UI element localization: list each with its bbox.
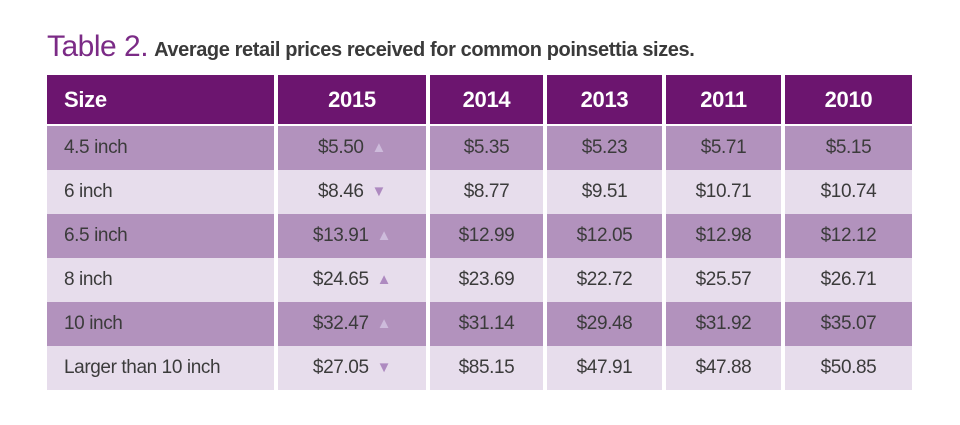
price-value: $27.05: [312, 357, 369, 378]
price-cell: $9.51: [547, 170, 662, 214]
table-row: 10 inch $32.47 ▲ $31.14 $29.48 $31.92 $3…: [47, 302, 912, 346]
price-cell: $5.23: [547, 126, 662, 170]
price-cell: $29.48: [547, 302, 662, 346]
price-cell: $12.05: [547, 214, 662, 258]
column-header-2010: 2010: [785, 75, 912, 124]
price-cell: $26.71: [785, 258, 912, 302]
price-cell: $10.74: [785, 170, 912, 214]
price-cell: $5.15: [785, 126, 912, 170]
table-row: 4.5 inch $5.50 ▲ $5.35 $5.23 $5.71 $5.15: [47, 126, 912, 170]
table-row: 8 inch $24.65 ▲ $23.69 $22.72 $25.57 $26…: [47, 258, 912, 302]
price-cell: $85.15: [430, 346, 543, 390]
table-row: 6.5 inch $13.91 ▲ $12.99 $12.05 $12.98 $…: [47, 214, 912, 258]
price-2015-cell: $27.05 ▼: [278, 346, 426, 390]
price-2015-cell: $8.46 ▼: [278, 170, 426, 214]
trend-up-icon: ▲: [371, 138, 387, 156]
table-title: Table 2. Average retail prices received f…: [47, 30, 960, 64]
price-cell: $31.92: [666, 302, 781, 346]
trend-down-icon: ▼: [371, 182, 387, 200]
trend-up-icon: ▲: [376, 270, 392, 288]
trend-down-icon: ▼: [376, 358, 392, 376]
size-cell: 10 inch: [47, 302, 274, 346]
price-value: $13.91: [312, 225, 369, 246]
price-cell: $35.07: [785, 302, 912, 346]
table-title-prefix: Table 2.: [47, 30, 149, 63]
size-cell: 6 inch: [47, 170, 274, 214]
table-row: 6 inch $8.46 ▼ $8.77 $9.51 $10.71 $10.74: [47, 170, 912, 214]
price-cell: $12.99: [430, 214, 543, 258]
trend-up-icon: ▲: [376, 226, 392, 244]
price-cell: $47.88: [666, 346, 781, 390]
price-cell: $23.69: [430, 258, 543, 302]
size-cell: 4.5 inch: [47, 126, 274, 170]
size-cell: Larger than 10 inch: [47, 346, 274, 390]
price-cell: $31.14: [430, 302, 543, 346]
price-2015-cell: $24.65 ▲: [278, 258, 426, 302]
price-2015-cell: $5.50 ▲: [278, 126, 426, 170]
column-header-2011: 2011: [666, 75, 781, 124]
price-value: $8.46: [318, 181, 364, 202]
table-title-text: Average retail prices received for commo…: [154, 39, 695, 61]
page: Table 2. Average retail prices received f…: [47, 30, 960, 390]
column-header-size: Size: [47, 75, 274, 124]
price-cell: $5.35: [430, 126, 543, 170]
table-header-row: Size 2015 2014 2013 2011 2010: [47, 75, 912, 124]
price-cell: $5.71: [666, 126, 781, 170]
price-value: $32.47: [312, 313, 369, 334]
size-cell: 6.5 inch: [47, 214, 274, 258]
column-header-2013: 2013: [547, 75, 662, 124]
price-2015-cell: $32.47 ▲: [278, 302, 426, 346]
price-cell: $8.77: [430, 170, 543, 214]
price-value: $5.50: [318, 137, 364, 158]
price-cell: $12.98: [666, 214, 781, 258]
price-cell: $25.57: [666, 258, 781, 302]
table-row: Larger than 10 inch $27.05 ▼ $85.15 $47.…: [47, 346, 912, 390]
trend-up-icon: ▲: [376, 314, 392, 332]
price-cell: $22.72: [547, 258, 662, 302]
price-cell: $47.91: [547, 346, 662, 390]
column-header-2014: 2014: [430, 75, 543, 124]
size-cell: 8 inch: [47, 258, 274, 302]
price-value: $24.65: [312, 269, 369, 290]
column-header-2015: 2015: [278, 75, 426, 124]
price-cell: $12.12: [785, 214, 912, 258]
price-cell: $10.71: [666, 170, 781, 214]
price-2015-cell: $13.91 ▲: [278, 214, 426, 258]
poinsettia-price-table: Size 2015 2014 2013 2011 2010 4.5 inch $…: [47, 75, 912, 390]
price-cell: $50.85: [785, 346, 912, 390]
